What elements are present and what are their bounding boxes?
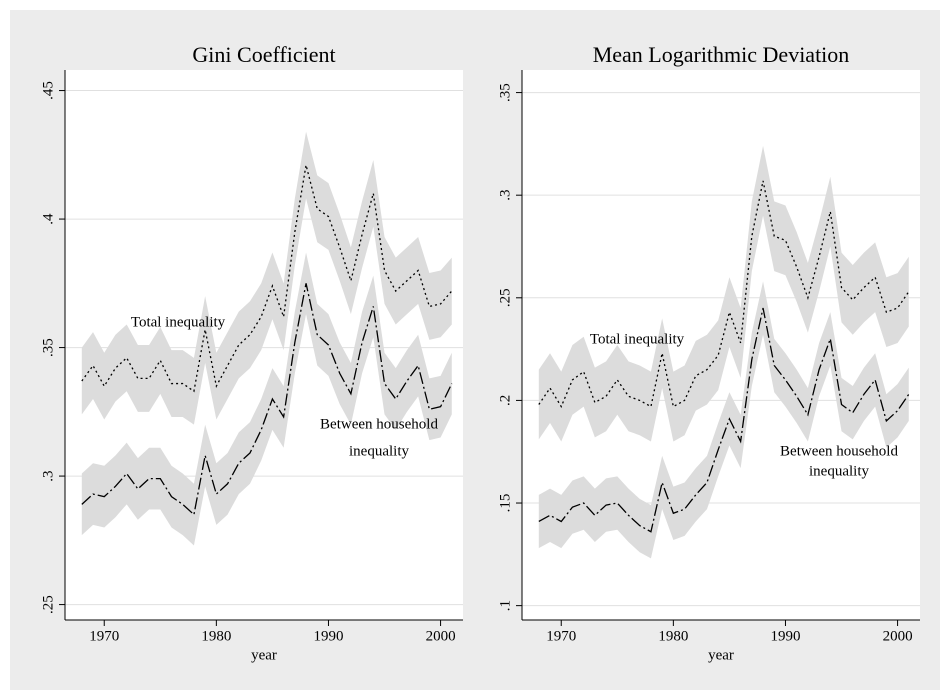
series-line: [81, 283, 453, 516]
y-tick-label: .25: [497, 288, 513, 307]
x-axis-label: year: [251, 647, 277, 663]
x-tick-label: 2000: [883, 628, 913, 644]
x-tick-label: 1970: [89, 628, 119, 644]
chart-title: Mean Logarithmic Deviation: [593, 42, 850, 67]
x-tick-label: 1990: [313, 628, 343, 644]
series-line: [538, 180, 910, 408]
annotation: inequality: [349, 443, 409, 459]
y-tick-label: .3: [497, 190, 513, 201]
y-tick-label: .45: [40, 81, 56, 100]
y-tick-label: .35: [40, 338, 56, 357]
annotation: Total inequality: [590, 331, 685, 347]
annotation: Between household: [320, 416, 438, 432]
y-tick-label: .35: [497, 83, 513, 102]
confidence-band: [538, 145, 909, 442]
annotation: inequality: [809, 463, 869, 479]
confidence-band: [81, 252, 452, 546]
y-tick-label: .15: [497, 494, 513, 513]
confidence-band: [538, 281, 909, 559]
series-line: [538, 307, 910, 533]
annotation: Between household: [780, 443, 898, 459]
x-tick-label: 2000: [426, 628, 456, 644]
x-tick-label: 1980: [201, 628, 231, 644]
x-axis-label: year: [708, 647, 734, 663]
x-tick-label: 1970: [546, 628, 576, 644]
y-tick-label: .25: [40, 595, 56, 614]
y-tick-label: .3: [40, 470, 56, 481]
x-tick-label: 1980: [658, 628, 688, 644]
x-tick-label: 1990: [770, 628, 800, 644]
chart-title: Gini Coefficient: [192, 42, 335, 67]
y-tick-label: .2: [497, 395, 513, 406]
confidence-band: [81, 131, 452, 425]
y-tick-label: .1: [497, 600, 513, 611]
y-tick-label: .4: [40, 213, 56, 225]
series-line: [81, 164, 453, 393]
annotation: Total inequality: [131, 314, 226, 330]
